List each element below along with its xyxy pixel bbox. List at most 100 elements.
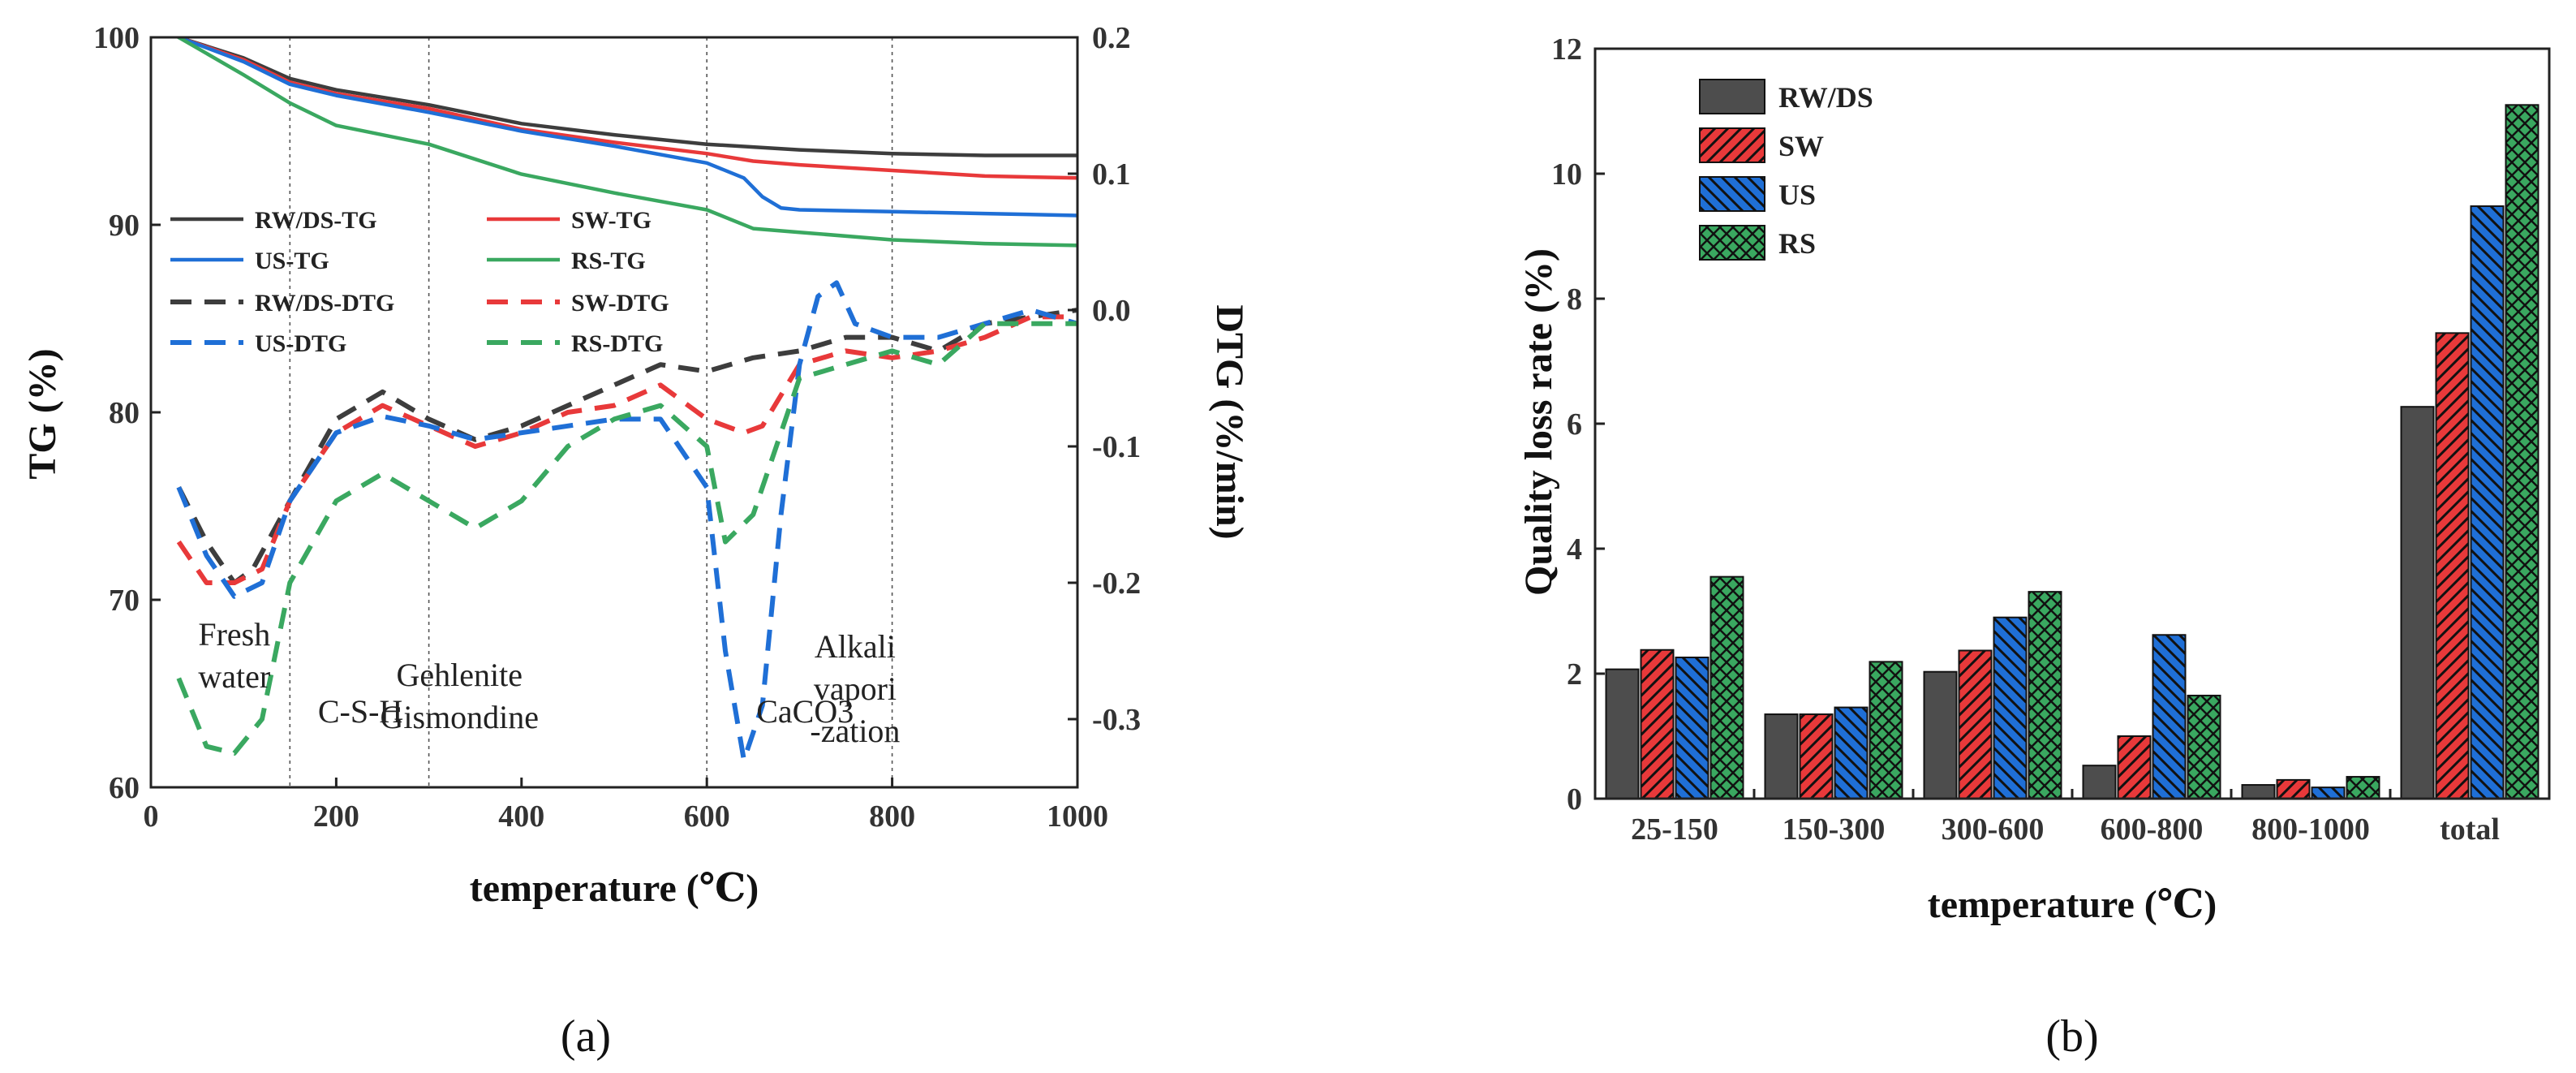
y-tick-label: 90 [109,209,140,243]
bar-rw-ds-300-600 [1923,670,1958,799]
annotation-line: vapori [814,670,897,707]
legend-swatch [1699,127,1765,163]
bar-rw-ds-25-150 [1605,668,1640,799]
y2-tick-label: -0.3 [1092,703,1141,737]
legend-label: RW/DS-TG [255,207,377,234]
bar-sw-total [2435,332,2470,800]
x-tick-label: 800 [869,799,915,834]
y2-tick-label: 0.2 [1092,21,1131,55]
annotation-line: Gehlenite [397,657,523,693]
annotation-0: Fresh water [198,616,270,695]
legend-label: SW [1778,130,1824,162]
y2-tick-label: -0.1 [1092,430,1141,464]
x-axis-ticks: 25-150 150-300 300-600 600-800 800-1000 total [1593,789,2500,847]
x-tick-label: 800-1000 [2251,812,2370,847]
legend-swatch [1699,225,1765,261]
annotation-line: Alkali [815,628,896,665]
bar-us-600-800 [2152,634,2187,800]
legend-label: RW/DS-DTG [255,290,394,317]
annotation-1: C-S-H [318,693,402,730]
bar-rw-ds-total [2400,406,2435,799]
series-lines [176,37,1077,763]
y-axis-ticks: 60 70 80 90 100 [93,21,161,805]
bar-rs-25-150 [1709,575,1744,800]
panel-label-b: (b) [2045,1011,2098,1062]
legend-label: RS [1778,227,1816,260]
series-line-rw-ds-tg [177,37,1077,157]
legend-label: RS-DTG [571,330,663,357]
x-tick-label: 600-800 [2101,812,2204,847]
y2-tick-label: 0.1 [1092,157,1131,192]
annotation-line: -zation [810,713,900,749]
legend-b: RW/DS SW US RS [1699,79,1873,261]
bar-sw-300-600 [1958,649,1993,800]
x-tick-label: 600 [684,799,730,834]
bar-rw-ds-800-1000 [2241,784,2276,799]
y2-axis-ticks: -0.3 -0.2 -0.1 0.0 0.1 0.2 [1068,21,1141,737]
bar-us-25-150 [1675,656,1709,799]
bar-sw-600-800 [2117,735,2152,799]
x-axis-label: temperature (℃) [1928,883,2217,926]
bar-rw-ds-150-300 [1764,713,1799,799]
x-tick-label: 200 [313,799,359,834]
bar-us-800-1000 [2311,786,2346,800]
legend-a: RW/DS-TG SW-TG US-TG RS-TG RW/DS-DTG SW-DTG US… [170,207,669,357]
y-tick-label: 8 [1567,282,1582,317]
y-tick-label: 70 [109,584,140,618]
x-tick-label: 0 [144,799,159,834]
bar-rs-300-600 [2028,591,2062,799]
annotation-line: Gismondine [381,699,540,735]
y-tick-label: 100 [93,21,140,55]
bar-rs-600-800 [2187,694,2221,800]
legend-label: US-TG [255,248,329,274]
legend-label: US-DTG [255,330,346,357]
bar-us-150-300 [1834,706,1869,800]
annotation-line: CaCO3 [756,693,854,730]
legend-swatch [1699,176,1765,212]
y-tick-label: 10 [1551,157,1582,192]
annotation-line: water [198,658,270,695]
annotation-line: C-S-H [318,693,402,730]
bar-rs-total [2505,104,2539,800]
y-tick-label: 12 [1551,32,1582,67]
bar-rw-ds-600-800 [2082,765,2117,800]
series-line-rw-ds-dtg [176,308,1077,585]
bar-rs-150-300 [1869,661,1903,799]
y-tick-label: 2 [1567,657,1582,692]
series-line-sw-tg [177,37,1077,180]
legend-label: RS-TG [571,248,646,274]
bar-sw-800-1000 [2276,778,2311,800]
legend-label: SW-DTG [571,290,669,317]
series-line-us-tg [177,37,1077,218]
y2-axis-label: DTG (%/min) [1208,304,1251,539]
series-line-us-dtg [176,280,1077,763]
y-tick-label: 6 [1567,407,1582,442]
legend-label: US [1778,179,1816,211]
x-tick-label: 150-300 [1783,812,1886,847]
legend-swatch [1699,79,1765,114]
x-axis-ticks: 0 200 400 600 800 1000 [144,778,1108,834]
y-axis-label: Quality loss rate (%) [1517,248,1560,596]
y-tick-label: 80 [109,396,140,430]
legend-label: RW/DS [1778,81,1873,114]
bar-us-300-600 [1993,616,2028,800]
x-tick-label: 1000 [1047,799,1108,834]
x-tick-label: 25-150 [1631,812,1718,847]
x-axis-label: temperature (℃) [470,867,759,910]
bar-rs-800-1000 [2346,776,2380,799]
y-tick-label: 60 [109,771,140,805]
bar-sw-150-300 [1799,713,1834,799]
annotation-3: CaCO3 [756,693,854,730]
bar-sw-25-150 [1640,649,1675,799]
annotation-2: Gehlenite Gismondine [381,657,540,735]
annotation-4: Alkali vapori -zation [810,628,900,749]
y-axis-label: TG (%) [21,348,64,479]
quality-loss-chart: 25-150 150-300 300-600 600-800 800-1000 total… [1517,32,2551,1062]
y-tick-label: 4 [1567,532,1582,567]
y-tick-label: 0 [1567,782,1582,817]
series-line-rs-tg [177,37,1077,248]
x-tick-label: 300-600 [1942,812,2045,847]
